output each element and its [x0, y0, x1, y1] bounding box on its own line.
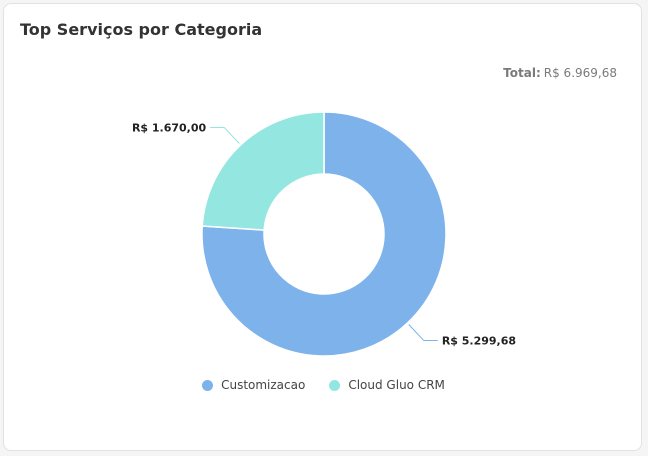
chart-card: Top Serviços por Categoria Total: R$ 6.96… — [3, 3, 642, 451]
donut-slice-customizacao[interactable] — [201, 111, 447, 357]
donut-slices — [201, 111, 447, 357]
total-value: R$ 6.969,68 — [543, 66, 617, 80]
legend-dot-cloud-gluo-crm — [329, 379, 341, 391]
data-label-cloud-gluo-crm: R$ 1.670,00 — [132, 121, 207, 134]
total-label: Total: — [503, 66, 541, 80]
card-title: Top Serviços por Categoria — [20, 20, 263, 39]
legend-dot-customizacao — [202, 379, 214, 391]
legend-item-cloud-gluo-crm[interactable]: Cloud Gluo CRM — [329, 378, 445, 392]
leader-line-customizacao — [408, 324, 438, 342]
legend-label-cloud-gluo-crm: Cloud Gluo CRM — [348, 378, 445, 392]
legend-item-customizacao[interactable]: Customizacao — [202, 378, 305, 392]
legend-label-customizacao: Customizacao — [221, 378, 306, 392]
leader-lines — [210, 126, 438, 342]
leader-line-cloud-gluo-crm — [210, 126, 240, 144]
data-label-customizacao: R$ 5.299,68 — [442, 335, 516, 348]
donut-slice-cloud-gluo-crm[interactable] — [201, 111, 325, 231]
donut-chart: R$ 5.299,68 R$ 1.670,00 — [132, 111, 516, 357]
total-summary: Total: R$ 6.969,68 — [503, 66, 617, 80]
legend: Customizacao Cloud Gluo CRM — [4, 378, 643, 392]
data-labels: R$ 5.299,68 R$ 1.670,00 — [132, 121, 516, 347]
